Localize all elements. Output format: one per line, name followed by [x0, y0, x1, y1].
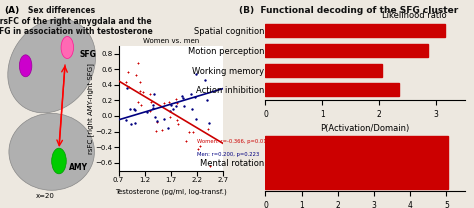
Point — [174, 122, 182, 125]
Bar — [265, 83, 399, 96]
Text: Men: r=0.200, p=0.223: Men: r=0.200, p=0.223 — [197, 152, 259, 157]
Point — [178, 94, 186, 97]
Point — [130, 107, 137, 111]
Point — [131, 121, 138, 125]
Title: Women vs. men: Women vs. men — [143, 38, 199, 44]
Point — [190, 130, 197, 133]
Y-axis label: rsFC [right AMY-right SFG]: rsFC [right AMY-right SFG] — [87, 63, 94, 154]
Text: Sex differences
in the rsFC of the right amygdala and the
right SFG in associati: Sex differences in the rsFC of the right… — [0, 6, 153, 36]
Point — [165, 100, 173, 103]
Point — [127, 123, 135, 126]
Point — [153, 129, 160, 132]
Point — [137, 103, 145, 107]
Point — [191, 95, 199, 99]
Point — [185, 130, 192, 134]
Text: SFG: SFG — [80, 50, 97, 59]
Point — [123, 86, 130, 90]
Point — [149, 106, 157, 110]
Point — [173, 101, 181, 105]
Point — [173, 119, 181, 122]
Point — [188, 107, 196, 110]
Point — [136, 80, 144, 84]
Point — [206, 164, 213, 168]
Circle shape — [61, 37, 73, 58]
Point — [182, 139, 190, 142]
Point — [169, 107, 177, 111]
Point — [134, 62, 141, 65]
Point — [168, 104, 175, 107]
X-axis label: P(Activation/Domain): P(Activation/Domain) — [320, 124, 410, 133]
Point — [203, 98, 211, 101]
Point — [139, 90, 146, 94]
Ellipse shape — [8, 19, 96, 113]
Point — [149, 104, 157, 107]
Point — [164, 126, 172, 130]
Bar — [265, 44, 428, 57]
Point — [154, 119, 161, 123]
Point — [192, 117, 200, 120]
Text: (B)  Functional decoding of the SFG cluster: (B) Functional decoding of the SFG clust… — [239, 6, 459, 15]
Point — [201, 78, 209, 82]
Point — [125, 86, 133, 89]
Text: AMY: AMY — [69, 163, 88, 172]
Point — [134, 100, 141, 103]
Point — [158, 128, 166, 132]
Point — [187, 93, 194, 96]
Point — [147, 100, 155, 104]
Title: Likelihood ratio: Likelihood ratio — [383, 11, 447, 20]
Bar — [265, 64, 382, 77]
Point — [197, 145, 204, 148]
Point — [132, 73, 140, 77]
Point — [192, 72, 200, 75]
Point — [136, 89, 144, 93]
Point — [151, 116, 159, 119]
Point — [173, 105, 180, 108]
Point — [166, 109, 174, 113]
Text: x=20: x=20 — [36, 193, 55, 199]
Point — [143, 110, 151, 113]
Bar — [265, 24, 445, 37]
Point — [153, 120, 161, 124]
Point — [122, 118, 130, 122]
Point — [131, 109, 139, 112]
X-axis label: Testosterone (pg/ml, log-transf.): Testosterone (pg/ml, log-transf.) — [115, 188, 227, 195]
Point — [160, 117, 168, 120]
Point — [160, 102, 168, 105]
Point — [204, 127, 212, 130]
Circle shape — [19, 55, 32, 77]
Circle shape — [52, 148, 66, 174]
Point — [180, 96, 187, 99]
Point — [173, 98, 180, 101]
Point — [166, 115, 174, 118]
Point — [194, 147, 201, 151]
Ellipse shape — [9, 113, 94, 190]
Text: Women: r=-0.366, p=0.017*: Women: r=-0.366, p=0.017* — [197, 139, 273, 144]
Point — [146, 109, 153, 112]
Text: (A): (A) — [5, 6, 20, 15]
Point — [126, 107, 134, 110]
Point — [150, 92, 158, 96]
Point — [122, 80, 129, 83]
Point — [180, 104, 187, 107]
Point — [146, 92, 154, 96]
Point — [205, 121, 213, 124]
Point — [124, 70, 132, 74]
